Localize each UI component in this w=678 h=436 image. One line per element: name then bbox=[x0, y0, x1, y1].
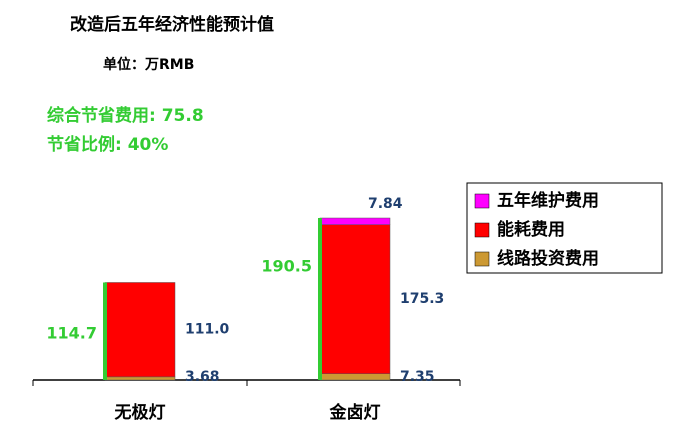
chart-subtitle: 单位：万RMB bbox=[103, 56, 194, 73]
legend-swatch bbox=[474, 222, 490, 238]
data-label: 111.0 bbox=[185, 322, 230, 338]
annotation: 节省比例: 40% bbox=[47, 134, 168, 155]
total-label: 114.7 bbox=[46, 324, 97, 343]
legend-box bbox=[466, 182, 663, 274]
legend-label: 能耗费用 bbox=[497, 219, 565, 240]
data-label: 7.84 bbox=[368, 196, 403, 212]
legend-label: 五年维护费用 bbox=[497, 190, 599, 211]
legend-swatch bbox=[474, 251, 490, 267]
chart-title: 改造后五年经济性能预计值 bbox=[70, 14, 274, 35]
bar-segment bbox=[104, 282, 176, 378]
bar-segment bbox=[319, 217, 391, 225]
bar-segment bbox=[319, 224, 391, 374]
data-label: 3.68 bbox=[185, 369, 220, 385]
x-tick-label: 金卤灯 bbox=[329, 402, 381, 423]
bar-segment bbox=[104, 376, 176, 381]
bar-segment bbox=[319, 373, 391, 381]
legend-label: 线路投资费用 bbox=[497, 248, 599, 269]
total-label: 190.5 bbox=[261, 257, 312, 276]
data-label: 175.3 bbox=[400, 291, 444, 307]
x-tick-label: 无极灯 bbox=[114, 403, 166, 423]
data-label: 7.35 bbox=[400, 369, 435, 385]
annotation: 综合节省费用: 75.8 bbox=[47, 105, 204, 126]
legend-swatch bbox=[474, 193, 490, 209]
